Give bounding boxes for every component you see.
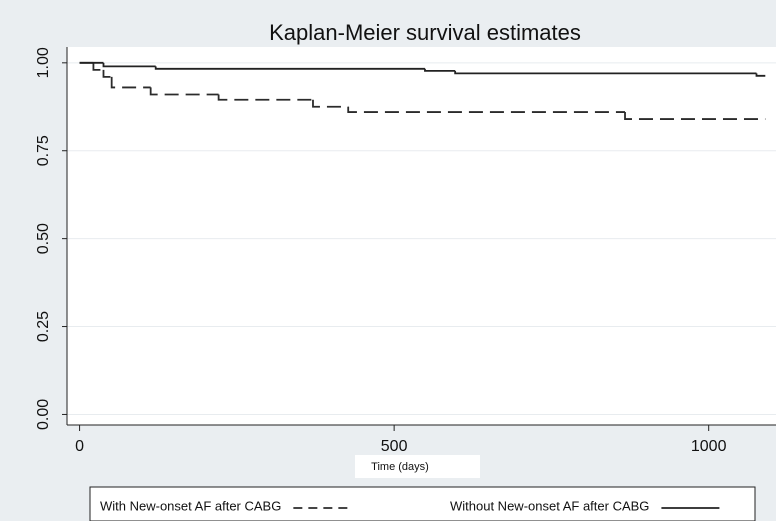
y-tick-label: 0.25 — [35, 311, 52, 342]
survival-step — [102, 62, 156, 68]
x-axis-label: Time (days) — [371, 461, 429, 473]
chart-title: Kaplan-Meier survival estimates — [269, 20, 581, 45]
y-tick-label: 0.75 — [35, 135, 52, 166]
legend — [89, 486, 756, 521]
survival-step — [755, 73, 766, 77]
survival-step — [92, 62, 104, 71]
survival-step — [624, 112, 766, 120]
x-tick-label: 1000 — [691, 438, 727, 455]
survival-step — [102, 69, 112, 78]
survival-step — [154, 66, 425, 70]
x-label-box — [355, 455, 480, 478]
survival-step — [424, 68, 456, 72]
plot-area — [67, 47, 776, 425]
x-tick-label: 500 — [381, 438, 408, 455]
survival-step — [347, 106, 626, 113]
survival-step — [149, 87, 219, 96]
y-tick-label: 0.00 — [35, 399, 52, 430]
survival-step — [110, 76, 151, 89]
y-tick-label: 0.50 — [35, 223, 52, 254]
x-tick-label: 0 — [75, 438, 84, 455]
legend-label: Without New-onset AF after CABG — [450, 498, 649, 513]
y-tick-label: 1.00 — [35, 47, 52, 78]
survival-step — [217, 94, 313, 101]
survival-step — [312, 99, 349, 108]
survival-step — [454, 70, 757, 75]
legend-label: With New-onset AF after CABG — [100, 498, 281, 513]
